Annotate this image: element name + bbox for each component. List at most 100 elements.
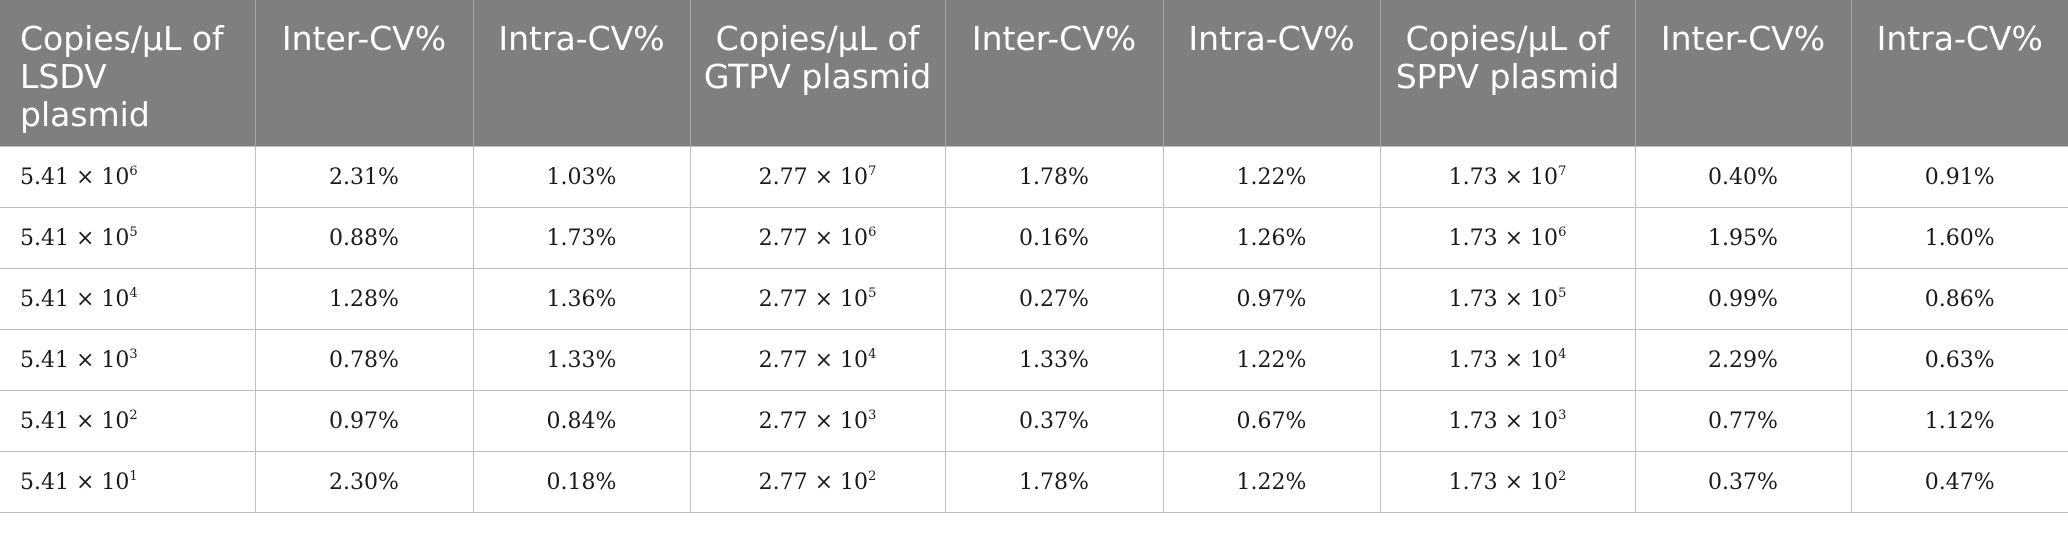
gtpv-copies-exponent: 3 (868, 407, 877, 423)
lsdv-intra-cv-cell: 1.36% (473, 268, 691, 330)
header-sppv-copies: Copies/μL of SPPV plasmid (1380, 0, 1636, 147)
gtpv-inter-cv-cell: 0.37% (945, 390, 1164, 452)
sppv-inter-cv-cell: 1.95% (1635, 207, 1852, 269)
header-row: Copies/μL of LSDV plasmid Inter-CV% Intr… (0, 0, 2068, 147)
lsdv-inter-cv-cell: 2.31% (255, 146, 474, 208)
lsdv-copies-exponent: 3 (129, 346, 138, 362)
gtpv-copies-base: 2.77 × 10 (758, 164, 869, 190)
sppv-copies-cell: 1.73 × 107 (1380, 146, 1636, 208)
sppv-copies-base: 1.73 × 10 (1448, 164, 1559, 190)
gtpv-copies-exponent: 4 (868, 346, 877, 362)
sppv-intra-cv-cell: 1.60% (1851, 207, 2068, 269)
gtpv-inter-cv-cell: 0.16% (945, 207, 1164, 269)
lsdv-copies-base: 5.41 × 10 (20, 164, 130, 190)
sppv-copies-exponent: 4 (1558, 346, 1567, 362)
lsdv-intra-cv-cell: 1.73% (473, 207, 691, 269)
table-row: 5.41 × 103 0.78% 1.33% 2.77 × 104 1.33% … (0, 329, 2068, 391)
sppv-copies-base: 1.73 × 10 (1448, 225, 1559, 251)
header-sppv-intra-cv: Intra-CV% (1851, 0, 2068, 147)
sppv-copies-cell: 1.73 × 103 (1380, 390, 1636, 452)
gtpv-intra-cv-cell: 0.67% (1163, 390, 1381, 452)
sppv-copies-exponent: 7 (1558, 163, 1567, 179)
gtpv-copies-cell: 2.77 × 104 (690, 329, 946, 391)
sppv-copies-cell: 1.73 × 104 (1380, 329, 1636, 391)
sppv-copies-exponent: 2 (1558, 468, 1567, 484)
table-row: 5.41 × 106 2.31% 1.03% 2.77 × 107 1.78% … (0, 146, 2068, 208)
sppv-inter-cv-cell: 0.77% (1635, 390, 1852, 452)
gtpv-intra-cv-cell: 1.22% (1163, 451, 1381, 513)
lsdv-intra-cv-cell: 0.84% (473, 390, 691, 452)
gtpv-copies-exponent: 6 (868, 224, 877, 240)
header-gtpv-intra-cv: Intra-CV% (1163, 0, 1381, 147)
lsdv-copies-base: 5.41 × 10 (20, 347, 130, 373)
sppv-intra-cv-cell: 0.91% (1851, 146, 2068, 208)
gtpv-copies-cell: 2.77 × 103 (690, 390, 946, 452)
lsdv-copies-base: 5.41 × 10 (20, 225, 130, 251)
gtpv-copies-exponent: 5 (868, 285, 877, 301)
cv-table: Copies/μL of LSDV plasmid Inter-CV% Intr… (0, 0, 2068, 513)
sppv-inter-cv-cell: 0.99% (1635, 268, 1852, 330)
gtpv-inter-cv-cell: 1.33% (945, 329, 1164, 391)
table-row: 5.41 × 101 2.30% 0.18% 2.77 × 102 1.78% … (0, 451, 2068, 513)
header-sppv-inter-cv: Inter-CV% (1635, 0, 1852, 147)
lsdv-intra-cv-cell: 1.03% (473, 146, 691, 208)
table-row: 5.41 × 102 0.97% 0.84% 2.77 × 103 0.37% … (0, 390, 2068, 452)
table-row: 5.41 × 104 1.28% 1.36% 2.77 × 105 0.27% … (0, 268, 2068, 330)
gtpv-copies-base: 2.77 × 10 (758, 225, 869, 251)
header-lsdv-inter-cv: Inter-CV% (255, 0, 474, 147)
lsdv-copies-cell: 5.41 × 105 (0, 207, 256, 269)
gtpv-intra-cv-cell: 1.22% (1163, 146, 1381, 208)
lsdv-copies-cell: 5.41 × 106 (0, 146, 256, 208)
header-lsdv-intra-cv: Intra-CV% (473, 0, 691, 147)
sppv-copies-base: 1.73 × 10 (1448, 469, 1559, 495)
sppv-copies-exponent: 6 (1558, 224, 1567, 240)
lsdv-inter-cv-cell: 0.88% (255, 207, 474, 269)
gtpv-intra-cv-cell: 1.22% (1163, 329, 1381, 391)
lsdv-copies-exponent: 5 (129, 224, 138, 240)
sppv-copies-exponent: 3 (1558, 407, 1567, 423)
sppv-inter-cv-cell: 0.40% (1635, 146, 1852, 208)
sppv-intra-cv-cell: 0.63% (1851, 329, 2068, 391)
gtpv-copies-cell: 2.77 × 102 (690, 451, 946, 513)
header-gtpv-copies: Copies/μL of GTPV plasmid (690, 0, 946, 147)
sppv-copies-exponent: 5 (1558, 285, 1567, 301)
gtpv-inter-cv-cell: 0.27% (945, 268, 1164, 330)
lsdv-inter-cv-cell: 1.28% (255, 268, 474, 330)
sppv-inter-cv-cell: 2.29% (1635, 329, 1852, 391)
lsdv-intra-cv-cell: 1.33% (473, 329, 691, 391)
lsdv-copies-base: 5.41 × 10 (20, 469, 130, 495)
sppv-copies-base: 1.73 × 10 (1448, 408, 1559, 434)
sppv-intra-cv-cell: 0.86% (1851, 268, 2068, 330)
gtpv-intra-cv-cell: 0.97% (1163, 268, 1381, 330)
lsdv-inter-cv-cell: 0.97% (255, 390, 474, 452)
sppv-copies-base: 1.73 × 10 (1448, 286, 1559, 312)
gtpv-copies-base: 2.77 × 10 (758, 408, 869, 434)
sppv-inter-cv-cell: 0.37% (1635, 451, 1852, 513)
lsdv-copies-exponent: 1 (129, 468, 138, 484)
sppv-intra-cv-cell: 0.47% (1851, 451, 2068, 513)
sppv-copies-base: 1.73 × 10 (1448, 347, 1559, 373)
gtpv-copies-cell: 2.77 × 105 (690, 268, 946, 330)
lsdv-inter-cv-cell: 2.30% (255, 451, 474, 513)
lsdv-copies-cell: 5.41 × 101 (0, 451, 256, 513)
sppv-copies-cell: 1.73 × 102 (1380, 451, 1636, 513)
lsdv-copies-cell: 5.41 × 104 (0, 268, 256, 330)
gtpv-inter-cv-cell: 1.78% (945, 451, 1164, 513)
gtpv-copies-base: 2.77 × 10 (758, 469, 869, 495)
lsdv-copies-base: 5.41 × 10 (20, 286, 130, 312)
gtpv-copies-cell: 2.77 × 107 (690, 146, 946, 208)
lsdv-copies-cell: 5.41 × 102 (0, 390, 256, 452)
lsdv-copies-exponent: 6 (129, 163, 138, 179)
lsdv-copies-exponent: 2 (129, 407, 138, 423)
lsdv-copies-base: 5.41 × 10 (20, 408, 130, 434)
sppv-copies-cell: 1.73 × 106 (1380, 207, 1636, 269)
table-row: 5.41 × 105 0.88% 1.73% 2.77 × 106 0.16% … (0, 207, 2068, 269)
sppv-copies-cell: 1.73 × 105 (1380, 268, 1636, 330)
header-gtpv-inter-cv: Inter-CV% (945, 0, 1164, 147)
lsdv-copies-cell: 5.41 × 103 (0, 329, 256, 391)
gtpv-copies-cell: 2.77 × 106 (690, 207, 946, 269)
header-lsdv-copies: Copies/μL of LSDV plasmid (0, 0, 256, 147)
sppv-intra-cv-cell: 1.12% (1851, 390, 2068, 452)
lsdv-intra-cv-cell: 0.18% (473, 451, 691, 513)
